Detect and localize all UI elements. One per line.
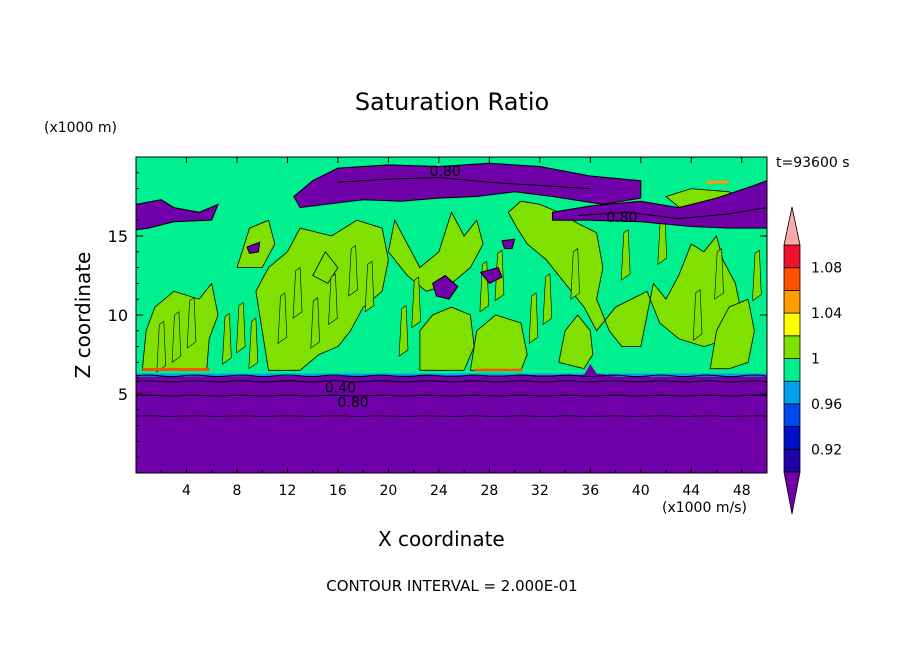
x-tick-label-0: 4: [182, 483, 191, 499]
colorbar-segment-4: [783, 358, 801, 382]
colorbar-label-0: 0.92: [811, 442, 842, 458]
x-tick-label-1: 8: [232, 483, 241, 499]
x-tick-label-6: 28: [480, 483, 498, 499]
upper-dry-region-4: [479, 267, 503, 285]
y-tick-label-0: 5: [118, 385, 128, 404]
colorbar-segment-7: [783, 289, 801, 314]
chart-title: Saturation Ratio: [354, 88, 550, 116]
streak-cell-23: [752, 249, 762, 302]
plume-region-10: [312, 251, 339, 284]
colorbar-segment-9: [783, 244, 801, 269]
x-tick-label-5: 24: [430, 483, 448, 499]
saturation-streak-top: [706, 180, 730, 184]
time-label: t=93600 s: [776, 155, 850, 171]
upper-dry-region-6: [246, 241, 261, 254]
plume-region-2: [387, 211, 484, 292]
streak-cell-9: [328, 273, 338, 326]
x-tick-label-2: 12: [279, 483, 297, 499]
saturation-streak-mid: [474, 368, 523, 372]
streak-cell-2: [186, 297, 197, 349]
streak-cell-19: [620, 229, 631, 281]
colorbar-segment-5: [783, 335, 801, 359]
streak-cell-11: [364, 260, 375, 313]
streak-cell-12: [398, 304, 409, 357]
streak-cell-6: [277, 292, 288, 345]
streak-cell-3: [222, 312, 232, 365]
colorbar-label-1: 0.96: [811, 397, 842, 413]
x-axis-label: X coordinate: [378, 527, 505, 551]
upper-dry-region-2: [136, 199, 219, 231]
colorbar-high-extension: [783, 206, 801, 246]
y-axis-unit: (x1000 m): [44, 120, 117, 136]
contour-label-3: 0.80: [337, 395, 368, 411]
streak-cell-16: [528, 292, 539, 345]
x-tick-label-11: 48: [733, 483, 751, 499]
upper-contour-080: [337, 176, 591, 190]
contour-line-020: [135, 415, 768, 417]
contour-label-2: 0.40: [325, 381, 356, 397]
colorbar-segment-3: [783, 380, 801, 405]
colorbar-segment-6: [783, 312, 801, 337]
upper-dry-region-5: [501, 238, 516, 250]
plume-region-7: [709, 298, 755, 370]
y-tick-label-1: 10: [108, 306, 128, 325]
plume-region-6: [558, 314, 594, 370]
contour-line-080: [135, 380, 768, 383]
streak-cell-7: [292, 267, 303, 319]
streak-cell-0: [156, 320, 167, 373]
x-tick-label-4: 20: [379, 483, 397, 499]
upper-dry-region-0: [293, 162, 642, 209]
streak-cell-5: [248, 317, 259, 370]
streak-cell-22: [714, 248, 724, 300]
streak-cell-4: [235, 301, 246, 354]
streak-cell-18: [570, 248, 580, 300]
upper-dry-region-1: [552, 180, 767, 229]
x-tick-label-10: 44: [682, 483, 700, 499]
streak-cell-10: [348, 244, 358, 297]
colorbar-segment-2: [783, 403, 801, 427]
colorbar-label-4: 1.08: [811, 261, 842, 277]
contour-line-090: [135, 374, 768, 378]
x-tick-label-9: 40: [632, 483, 650, 499]
x-tick-label-8: 36: [581, 483, 599, 499]
x-axis-unit: (x1000 m/s): [662, 500, 747, 516]
streak-cell-21: [692, 289, 703, 341]
streak-cell-17: [542, 273, 553, 326]
y-axis-label: Z coordinate: [71, 251, 95, 379]
streak-cell-8: [310, 297, 320, 349]
contour-interval-note: CONTOUR INTERVAL = 2.000E-01: [326, 577, 578, 595]
x-tick-label-7: 32: [531, 483, 549, 499]
lower-dry-layer: [136, 364, 767, 473]
saturation-streak-left: [142, 367, 210, 371]
contour-label-0: 0.80: [430, 164, 461, 180]
colorbar-low-extension: [783, 471, 801, 515]
plume-region-3: [419, 306, 475, 371]
colorbar-segment-1: [783, 426, 801, 450]
upper-dry-region-3: [432, 274, 459, 300]
colorbar-label-2: 1: [811, 352, 820, 368]
streak-cell-13: [411, 276, 421, 329]
y-tick-label-2: 15: [108, 227, 128, 246]
upper-contour-080-right: [577, 207, 768, 220]
colorbar-segment-0: [783, 448, 801, 473]
streak-cell-1: [171, 311, 182, 364]
colorbar-label-3: 1.04: [811, 306, 842, 322]
colorbar-segment-8: [783, 267, 801, 291]
x-tick-label-3: 16: [329, 483, 347, 499]
contour-label-1: 0.80: [606, 210, 637, 226]
plume-region-5: [507, 200, 743, 348]
contour-line-040: [135, 394, 768, 397]
